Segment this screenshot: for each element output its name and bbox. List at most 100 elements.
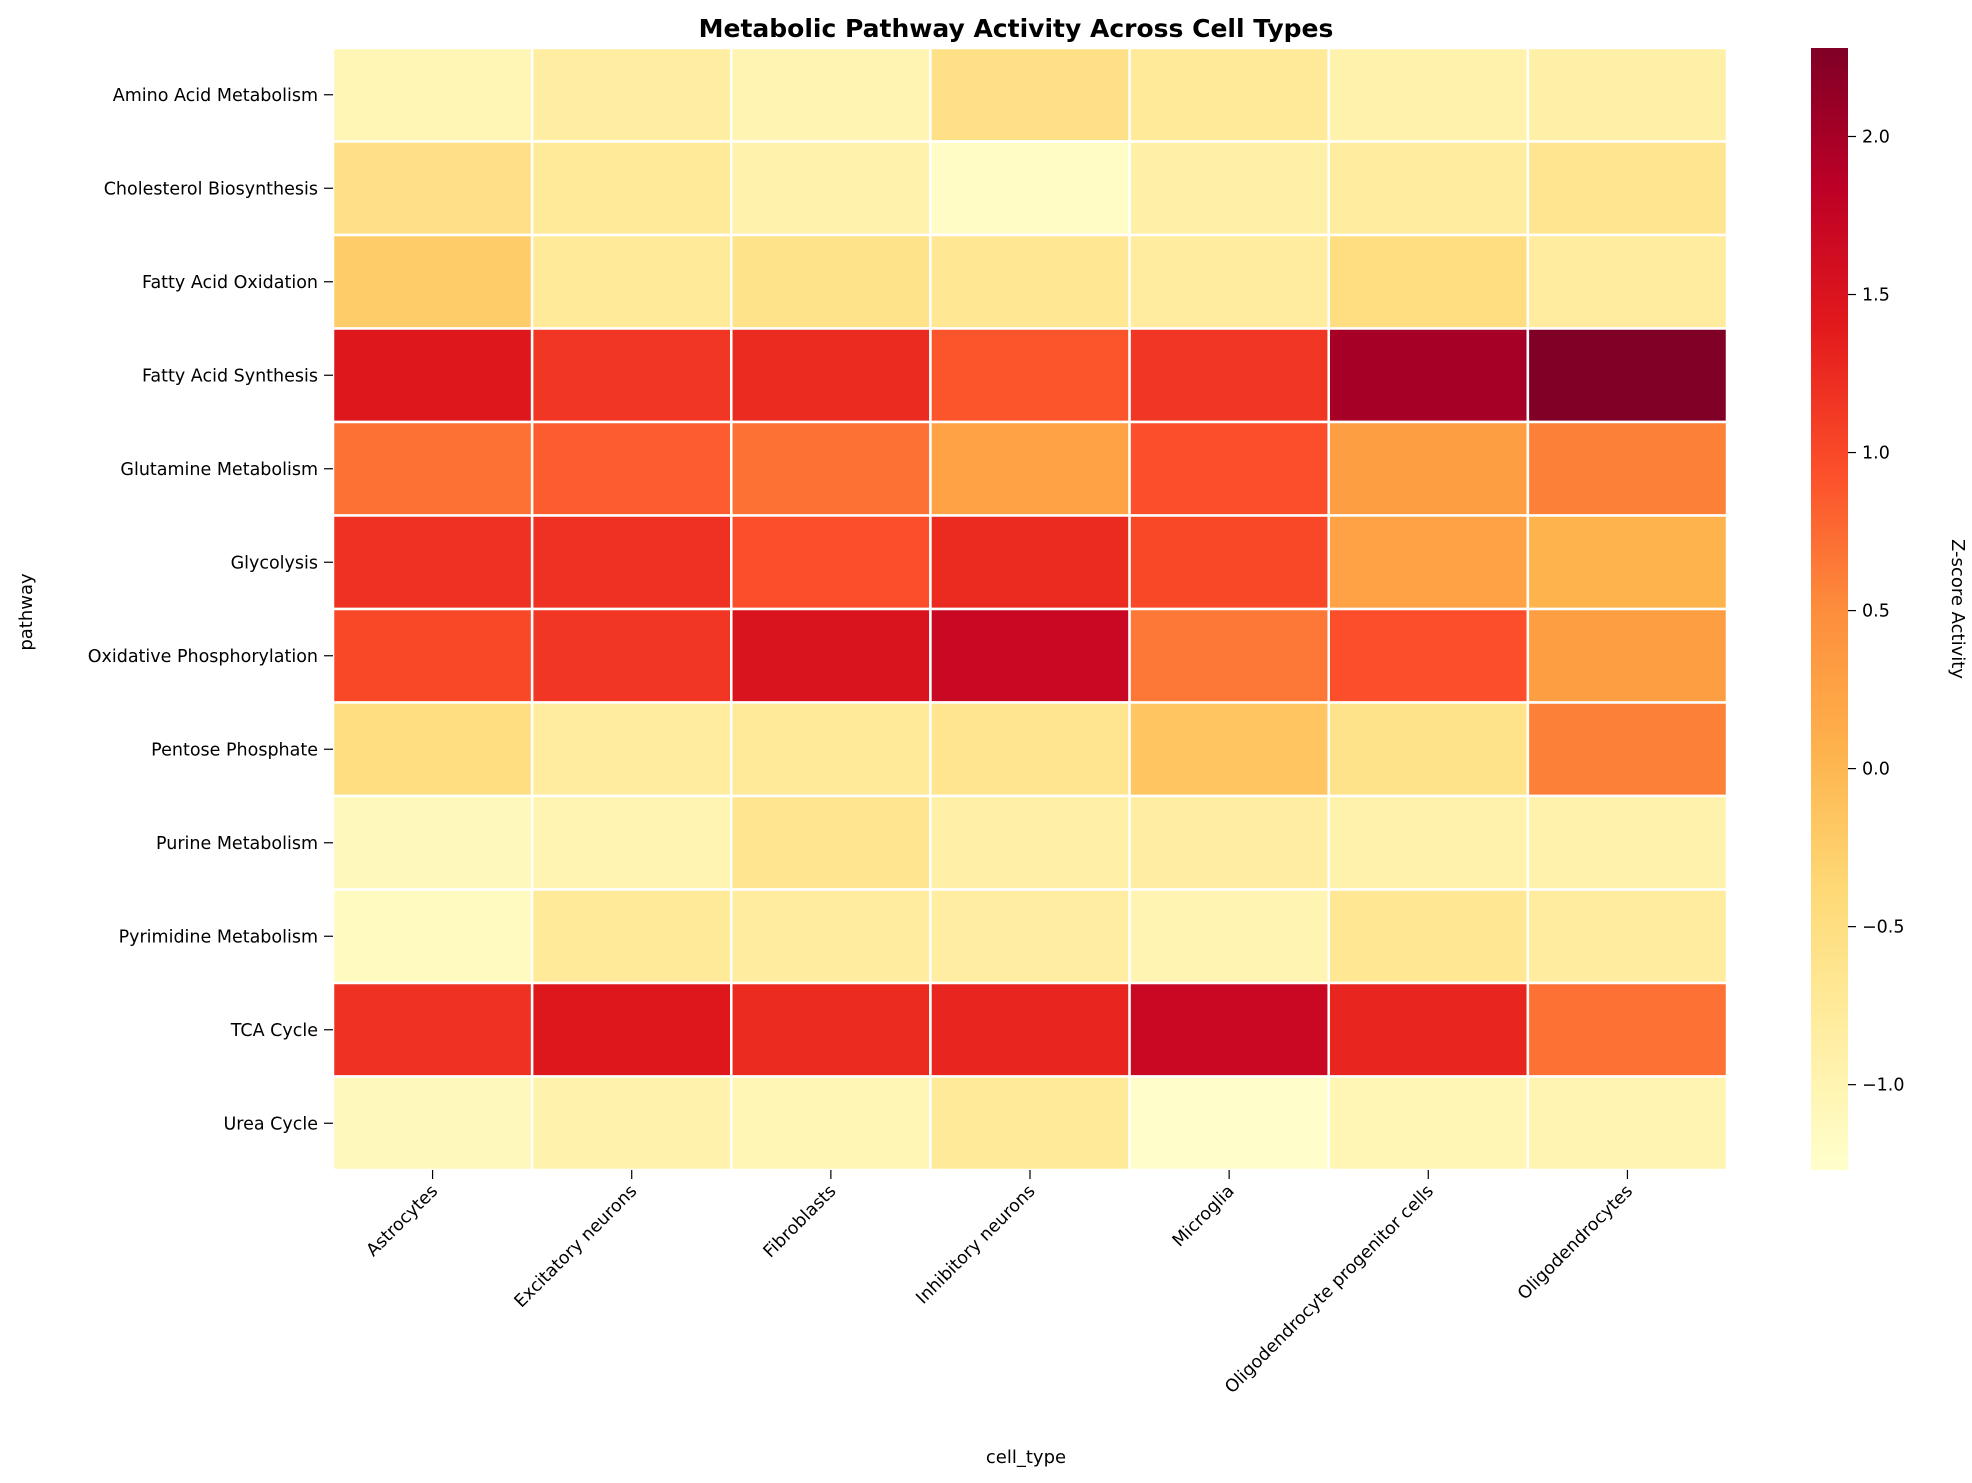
colorbar-tick-label: 2.0: [1862, 127, 1890, 147]
heatmap-cell: [331, 420, 534, 517]
heatmap-cell: [1327, 794, 1530, 891]
heatmap-cell: [331, 981, 534, 1078]
heatmap-cell: [730, 327, 932, 424]
y-tick-label: Cholesterol Biosynthesis: [104, 179, 318, 199]
colorbar-tick-label: 0.5: [1862, 602, 1890, 622]
y-tick-label: Purine Metabolism: [156, 834, 318, 854]
y-axis-ticks: Amino Acid Metabolism Cholesterol Biosynt…: [88, 86, 333, 1134]
heatmap-cell: [331, 888, 534, 985]
x-tick-label: Astrocytes: [363, 1181, 442, 1260]
heatmap-cell: [730, 140, 932, 237]
heatmap-cell: [1128, 1075, 1330, 1172]
heatmap-cell: [1526, 233, 1729, 330]
heatmap-cell: [929, 981, 1131, 1078]
heatmap-cell: [1128, 888, 1330, 985]
x-tick-label: Microglia: [1169, 1181, 1239, 1251]
heatmap-cell: [331, 140, 534, 237]
heatmap-cell: [730, 46, 932, 143]
heatmap-cell: [530, 46, 733, 143]
heatmap-cell: [929, 327, 1131, 424]
y-tick-label: Oxidative Phosphorylation: [88, 647, 318, 667]
heatmap-cell: [1526, 46, 1729, 143]
x-axis-ticks: Astrocytes Excitatory neurons Fibroblasts I…: [363, 1170, 1637, 1398]
y-axis-label: pathway: [16, 573, 37, 651]
x-tick-label: Excitatory neurons: [511, 1181, 641, 1311]
heatmap-cell: [730, 888, 932, 985]
chart-title: Metabolic Pathway Activity Across Cell T…: [699, 14, 1334, 43]
heatmap-cell: [1526, 1075, 1729, 1172]
heatmap-cell: [1526, 607, 1729, 704]
heatmap-cell: [1327, 420, 1530, 517]
y-tick-label: Amino Acid Metabolism: [113, 86, 318, 106]
heatmap-cell: [1128, 607, 1330, 704]
y-tick-label: Pentose Phosphate: [151, 740, 318, 760]
heatmap-cell: [1327, 514, 1530, 611]
heatmap-cell: [1327, 140, 1530, 237]
heatmap-cell: [1327, 607, 1530, 704]
heatmap-cell: [730, 701, 932, 798]
heatmap-cell: [1327, 233, 1530, 330]
colorbar-tick-label: 0.0: [1862, 760, 1890, 780]
colorbar-tick-label: −0.5: [1862, 918, 1905, 938]
colorbar-tick-label: 1.0: [1862, 444, 1890, 464]
heatmap-cell: [929, 514, 1131, 611]
heatmap-cell: [929, 1075, 1131, 1172]
heatmap-cell: [331, 607, 534, 704]
heatmap-cell: [530, 888, 733, 985]
heatmap-cell: [1128, 420, 1330, 517]
heatmap-cell: [929, 888, 1131, 985]
heatmap-cell: [1327, 327, 1530, 424]
heatmap-cell: [730, 514, 932, 611]
heatmap-cell: [1526, 888, 1729, 985]
heatmap-cell: [730, 233, 932, 330]
heatmap-cell: [1327, 981, 1530, 1078]
x-tick-label: Oligodendrocyte progenitor cells: [1221, 1181, 1437, 1397]
heatmap-cell: [530, 981, 733, 1078]
heatmap-cell: [929, 233, 1131, 330]
heatmap-cell: [1128, 514, 1330, 611]
heatmap-cell: [530, 420, 733, 517]
heatmap-cell: [929, 420, 1131, 517]
heatmap-cell: [1128, 701, 1330, 798]
heatmap-cell: [1526, 514, 1729, 611]
x-tick-label: Fibroblasts: [760, 1181, 841, 1262]
heatmap-cell: [1128, 981, 1330, 1078]
heatmap-cells: [331, 46, 1729, 1172]
heatmap-cell: [1526, 701, 1729, 798]
heatmap-cell: [1526, 794, 1729, 891]
colorbar: [1811, 48, 1848, 1170]
x-tick-label: Oligodendrocytes: [1514, 1181, 1637, 1304]
heatmap-cell: [331, 514, 534, 611]
heatmap-cell: [1128, 794, 1330, 891]
colorbar-ticks: −1.0 −0.5 0.0 0.5 1.0 1.5 2.0: [1848, 127, 1905, 1096]
heatmap-cell: [331, 701, 534, 798]
x-axis-label: cell_type: [986, 1447, 1066, 1468]
heatmap-cell: [530, 140, 733, 237]
heatmap-cell: [1327, 888, 1530, 985]
y-tick-label: Fatty Acid Oxidation: [142, 273, 318, 293]
heatmap-cell: [1128, 140, 1330, 237]
heatmap-cell: [929, 607, 1131, 704]
heatmap-cell: [730, 981, 932, 1078]
y-tick-label: Fatty Acid Synthesis: [142, 366, 318, 386]
heatmap-cell: [331, 46, 534, 143]
y-tick-label: TCA Cycle: [230, 1021, 318, 1041]
heatmap-cell: [1128, 327, 1330, 424]
heatmap-cell: [331, 327, 534, 424]
heatmap-cell: [730, 420, 932, 517]
heatmap-cell: [730, 794, 932, 891]
colorbar-tick-label: −1.0: [1862, 1076, 1905, 1096]
heatmap-cell: [530, 514, 733, 611]
heatmap-cell: [1327, 701, 1530, 798]
heatmap-cell: [929, 46, 1131, 143]
heatmap-cell: [1327, 46, 1530, 143]
heatmap-cell: [1526, 420, 1729, 517]
heatmap-cell: [1526, 327, 1729, 424]
heatmap-cell: [331, 233, 534, 330]
heatmap-cell: [1128, 46, 1330, 143]
colorbar-tick-label: 1.5: [1862, 286, 1890, 306]
heatmap-cell: [1526, 981, 1729, 1078]
y-tick-label: Glycolysis: [231, 553, 318, 573]
heatmap-cell: [530, 1075, 733, 1172]
